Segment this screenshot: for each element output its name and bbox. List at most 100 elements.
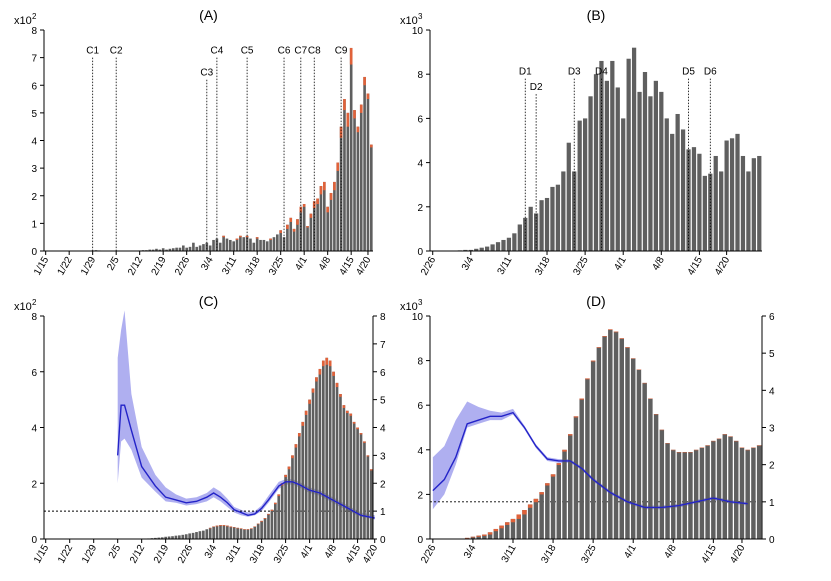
bar-recent-segment: [602, 336, 607, 337]
x-tick-label: 2/26: [419, 255, 438, 278]
bar-recent-segment: [232, 527, 236, 528]
panel-b: (B) x10 3 D1 D2 D3 D4 D5 D6 0 2 4 6 8 10 2/26 3/4 3/11 3/1…: [400, 7, 762, 277]
bar: [239, 528, 243, 539]
bar-recent-segment: [339, 394, 342, 397]
bar: [202, 244, 205, 251]
exponent-power: 3: [418, 12, 423, 21]
x-tick-label: 4/8: [317, 255, 334, 273]
x-tick-label: 2/5: [107, 543, 124, 561]
event-marker-label: C3: [200, 68, 213, 79]
bar-recent-segment: [343, 99, 346, 111]
bar: [485, 246, 490, 251]
event-marker-label: C7: [294, 46, 307, 57]
x-tick-label: 1/29: [79, 255, 98, 278]
panel-title: (C): [199, 293, 218, 309]
x-tick-label: 4/15: [344, 543, 363, 566]
bar: [356, 427, 359, 539]
bar-recent-segment: [342, 405, 346, 408]
event-marker-label: D4: [595, 67, 608, 78]
bar-recent-segment: [270, 509, 274, 511]
rt-line: [116, 404, 375, 519]
bar: [277, 494, 281, 539]
bar: [676, 452, 682, 539]
bar-recent-segment: [229, 526, 233, 528]
bar: [218, 242, 222, 251]
bar-recent-segment: [267, 513, 270, 515]
bar: [648, 96, 653, 251]
bar-recent-segment: [208, 527, 212, 529]
bar-recent-segment: [482, 534, 487, 536]
bar: [724, 140, 729, 251]
bar: [642, 382, 647, 539]
bar: [636, 369, 642, 539]
bar: [292, 228, 296, 251]
bar-recent-segment: [292, 228, 296, 232]
bar: [192, 242, 195, 251]
bar: [619, 338, 624, 539]
bar: [205, 242, 209, 251]
bar: [659, 91, 664, 251]
bar-recent-segment: [585, 378, 590, 380]
y2-tick-label: 4: [769, 386, 775, 397]
bar: [333, 181, 336, 251]
bar: [716, 438, 722, 539]
bar: [615, 87, 620, 252]
bar: [175, 247, 178, 251]
bar-recent-segment: [239, 235, 242, 238]
bar: [343, 99, 346, 251]
bar: [272, 237, 276, 251]
bar-recent-segment: [613, 331, 619, 333]
bar: [269, 238, 272, 251]
bar-recent-segment: [323, 181, 326, 191]
bar: [246, 529, 250, 539]
bar-recent-segment: [294, 444, 298, 448]
x-tick-label: 4/15: [338, 255, 357, 278]
bar: [740, 155, 746, 251]
bar: [304, 410, 308, 539]
bar: [279, 230, 282, 251]
bar: [625, 347, 630, 539]
bar: [482, 534, 487, 539]
exponent-label: x10: [400, 15, 418, 27]
bar: [369, 469, 373, 539]
bar-recent-segment: [590, 360, 596, 362]
bar: [168, 248, 172, 251]
x-tick-label: 4/20: [361, 543, 380, 566]
y-tick-label: 8: [417, 70, 423, 81]
bar: [729, 138, 735, 251]
x-tick-label: 2/5: [105, 255, 122, 273]
bar: [711, 440, 716, 539]
bar-recent-segment: [215, 525, 219, 527]
x-tick-label: 3/11: [500, 543, 519, 565]
y2-tick-label: 6: [380, 368, 386, 379]
bar: [308, 399, 311, 539]
bar-recent-segment: [250, 528, 253, 529]
bar: [739, 447, 745, 539]
bar: [637, 91, 642, 251]
x-tick-label: 3/11: [224, 543, 243, 565]
bar: [693, 449, 699, 539]
bar: [171, 248, 175, 251]
bar-recent-segment: [291, 455, 294, 459]
x-tick-label: 4/1: [612, 255, 629, 273]
bar-recent-segment: [366, 455, 370, 457]
bar: [302, 204, 306, 251]
y-tick-label: 6: [417, 401, 423, 412]
panel-title: (D): [586, 293, 605, 309]
bar-recent-segment: [505, 522, 510, 525]
event-marker-label: C8: [308, 46, 321, 57]
bar: [671, 449, 676, 539]
bar-recent-segment: [363, 76, 366, 86]
bar: [686, 149, 691, 251]
bar: [604, 80, 610, 251]
bar: [705, 445, 710, 539]
bar-recent-segment: [255, 237, 259, 239]
bar: [148, 249, 152, 251]
bar: [506, 237, 512, 251]
x-tick-label: 3/25: [571, 255, 590, 278]
x-tick-label: 4/1: [299, 543, 316, 561]
bar: [273, 502, 277, 539]
bar: [252, 242, 256, 251]
bar-recent-segment: [222, 235, 225, 238]
